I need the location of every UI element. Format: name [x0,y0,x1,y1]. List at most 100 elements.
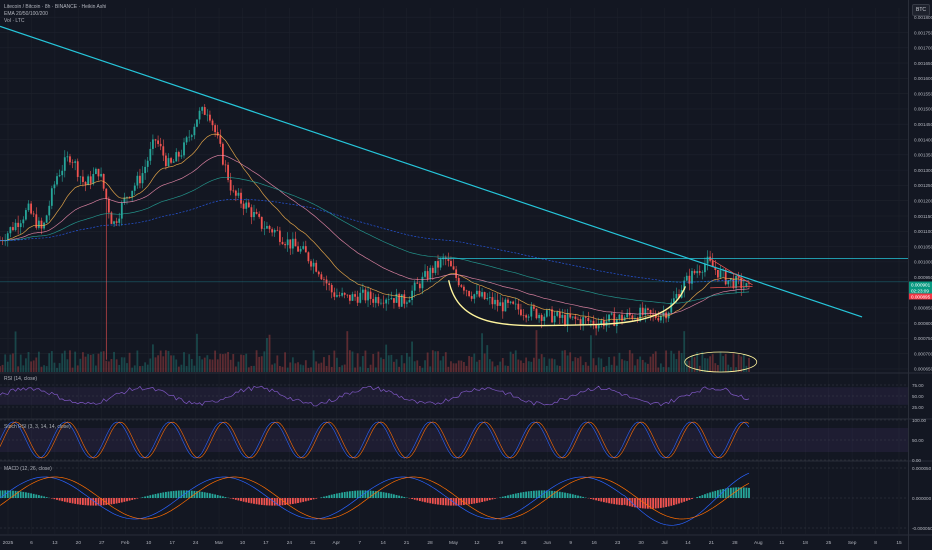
candle-body [359,292,362,303]
rsi-pane-title[interactable]: RSI (14, close) [4,376,38,382]
volume-bar [17,366,20,372]
candle-body [281,241,284,245]
volume-bar [628,350,631,372]
macd-histogram-bar [105,498,108,505]
volume-bar [452,363,455,372]
macd-histogram-bar [691,498,693,499]
volume-bar [737,354,740,372]
time-tick-label: 2025 [3,540,14,546]
macd-histogram-bar [268,498,271,506]
macd-histogram-bar [501,496,504,498]
macd-histogram-bar [628,498,631,507]
candle-body [346,294,349,296]
candle-body [333,292,336,297]
volume-bar [527,361,530,372]
volume-bar [426,352,429,372]
macd-histogram-bar [367,490,369,498]
macd-histogram-bar [273,498,276,506]
volume-bar [722,356,724,372]
time-tick-label: 31 [310,540,316,546]
macd-histogram-bar [335,493,338,498]
volume-bar [58,363,61,372]
candle-body [395,293,398,303]
candle-body [517,303,520,310]
volume-bar [50,351,53,372]
macd-histogram-bar [569,493,572,498]
volume-bar [136,350,139,372]
volume-bar [356,353,359,372]
volume-bar [478,359,481,372]
volume-bar [219,353,222,372]
candle-body [6,233,9,241]
candle-body [413,282,416,291]
price-tick-label: 0.001150 [914,214,932,219]
candle-body [193,126,196,136]
macd-histogram-bar [359,490,362,498]
macd-pane-title[interactable]: MACD (12, 26, close) [4,466,52,472]
candle-body [608,314,610,322]
volume-indicator-label[interactable]: Vol · LTC [4,18,25,24]
macd-histogram-bar [144,496,147,498]
macd-histogram-bar [92,498,95,506]
candle-body [263,228,266,230]
price-tag [909,293,932,300]
candle-body [657,318,660,321]
stoch-pane-title[interactable]: Stoch RSI (3, 3, 14, 14, close) [4,424,71,430]
macd-histogram-bar [494,498,496,499]
volume-bar [644,362,647,372]
price-tick-label: 0.000800 [914,321,932,326]
volume-bar [494,366,496,372]
macd-histogram-bar [310,498,312,501]
volume-bar [675,359,678,372]
candle-body [556,311,559,316]
candle-body [240,192,242,204]
macd-histogram-bar [641,498,644,509]
candle-body [732,278,735,289]
volume-bar [450,361,452,372]
volume-bar [56,367,58,372]
volume-bar [1,364,4,372]
volume-bar [162,356,165,372]
currency-button[interactable]: BTC [912,4,930,16]
volume-bar [698,365,701,372]
volume-bar [623,360,626,372]
candle-body [426,271,429,280]
symbol-title[interactable]: Litecoin / Bitcoin · 8h · BINANCE · Heik… [4,4,107,10]
macd-histogram-bar [564,492,566,498]
volume-bar [351,351,354,372]
rounded-bottom-curve [448,280,687,327]
time-tick-label: Feb [121,540,130,546]
volume-bar [361,356,364,372]
volume-bar [139,366,141,372]
volume-bar [416,360,419,372]
candle-body [561,314,564,318]
candle-body [162,146,165,156]
time-tick-label: 21 [404,540,410,546]
volume-bar [159,350,162,372]
volume-bar [196,333,198,372]
ema-indicator-label[interactable]: EMA 20/50/100/200 [4,11,48,17]
macd-histogram-group [0,487,750,509]
candle-body [512,301,515,304]
macd-histogram-bar [631,498,634,507]
candle-body [227,164,229,180]
candle-body [84,181,87,186]
candle-body [369,291,372,299]
macd-histogram-bar [219,495,222,498]
macd-histogram-bar [338,492,341,498]
macd-histogram-bar [136,498,139,499]
volume-bar [717,365,719,372]
macd-histogram-bar [595,498,598,501]
volume-bar [255,350,258,372]
candle-body [393,298,395,303]
volume-bar [561,350,564,372]
volume-bar [193,365,196,372]
volume-bar [670,350,673,372]
macd-histogram-bar [294,498,297,504]
price-tick-label: 0.001350 [914,153,932,158]
volume-bar [626,361,629,372]
time-tick-label: 20 [76,540,82,546]
macd-histogram-bar [74,498,77,504]
candle-body [535,308,538,319]
